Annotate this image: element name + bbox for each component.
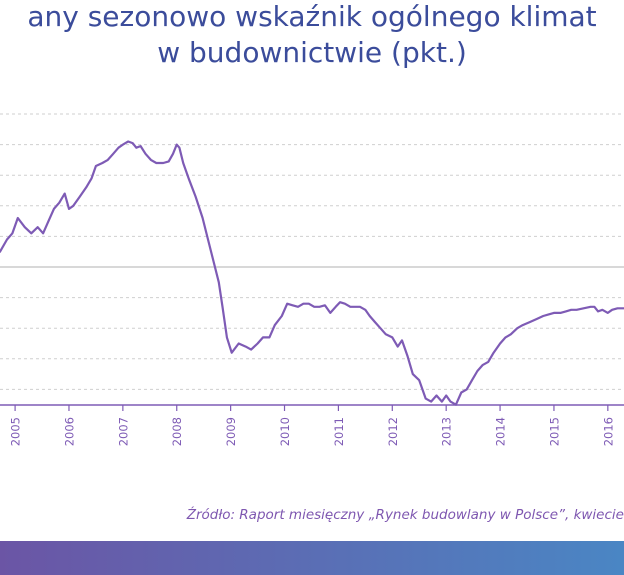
chart-title-line-2: w budownictwie (pkt.) xyxy=(157,36,467,69)
x-tick-label-2005: 2005 xyxy=(9,417,23,446)
x-tick-label-2014: 2014 xyxy=(494,417,508,446)
footer-band xyxy=(0,541,624,575)
x-tick-label-2008: 2008 xyxy=(170,417,184,446)
gridlines xyxy=(0,113,624,390)
chart-title-line-1: any sezonowo wskaźnik ogólnego klimat xyxy=(27,0,597,33)
x-axis-ticks: 2005 2006 2007 2008 2009 2010 2011 2012 2013 2014… xyxy=(9,405,615,446)
x-tick-label-2007: 2007 xyxy=(116,417,130,446)
series-line-0 xyxy=(0,140,624,406)
x-tick-label-2011: 2011 xyxy=(332,417,346,446)
x-tick-label-2006: 2006 xyxy=(62,417,76,446)
x-tick-label-2010: 2010 xyxy=(278,417,292,446)
x-tick-label-2013: 2013 xyxy=(440,417,454,446)
x-tick-label-2016: 2016 xyxy=(601,417,615,446)
x-tick-label-2015: 2015 xyxy=(547,417,561,446)
x-tick-label-2009: 2009 xyxy=(224,417,238,446)
source-note: Źródło: Raport miesięczny „Rynek budowla… xyxy=(186,507,624,523)
x-tick-label-2012: 2012 xyxy=(386,417,400,446)
series-layer xyxy=(0,140,624,406)
